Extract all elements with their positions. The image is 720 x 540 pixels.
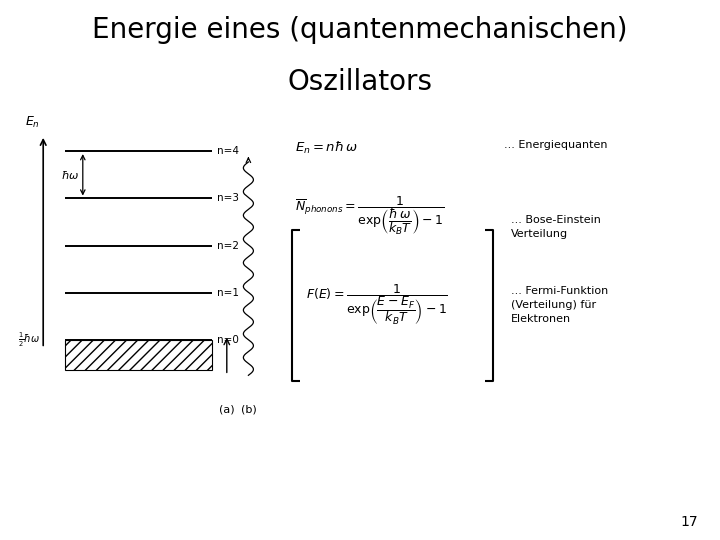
Text: $E_n$: $E_n$ — [25, 114, 40, 130]
Text: ... Energiequanten: ... Energiequanten — [504, 140, 608, 151]
Text: $\overline{N}_{phonons} = \dfrac{1}{\exp\!\left(\dfrac{\hbar\,\omega}{k_B T}\rig: $\overline{N}_{phonons} = \dfrac{1}{\exp… — [295, 194, 444, 237]
Text: Energie eines (quantenmechanischen): Energie eines (quantenmechanischen) — [92, 16, 628, 44]
Text: n=2: n=2 — [217, 241, 240, 251]
Text: n=0: n=0 — [217, 335, 239, 345]
Text: 17: 17 — [681, 515, 698, 529]
Text: (b): (b) — [240, 405, 256, 415]
Text: n=3: n=3 — [217, 193, 240, 204]
Text: (a): (a) — [219, 405, 235, 415]
Bar — [65, 340, 212, 370]
Text: $\frac{1}{2}\hbar\omega$: $\frac{1}{2}\hbar\omega$ — [17, 331, 40, 349]
Text: n=4: n=4 — [217, 146, 240, 156]
Text: ... Bose-Einstein
Verteilung: ... Bose-Einstein Verteilung — [511, 215, 601, 239]
Text: ... Fermi-Funktion
(Verteilung) für
Elektronen: ... Fermi-Funktion (Verteilung) für Elek… — [511, 286, 608, 324]
Text: $F(E)=\dfrac{1}{\exp\!\left(\dfrac{E-E_F}{k_B T}\right)-1}$: $F(E)=\dfrac{1}{\exp\!\left(\dfrac{E-E_F… — [306, 283, 448, 327]
Text: $\hbar\omega$: $\hbar\omega$ — [60, 169, 79, 181]
Text: n=1: n=1 — [217, 288, 240, 298]
Text: Oszillators: Oszillators — [287, 68, 433, 96]
Text: $E_n = n\hbar\, \omega$: $E_n = n\hbar\, \omega$ — [295, 140, 359, 157]
